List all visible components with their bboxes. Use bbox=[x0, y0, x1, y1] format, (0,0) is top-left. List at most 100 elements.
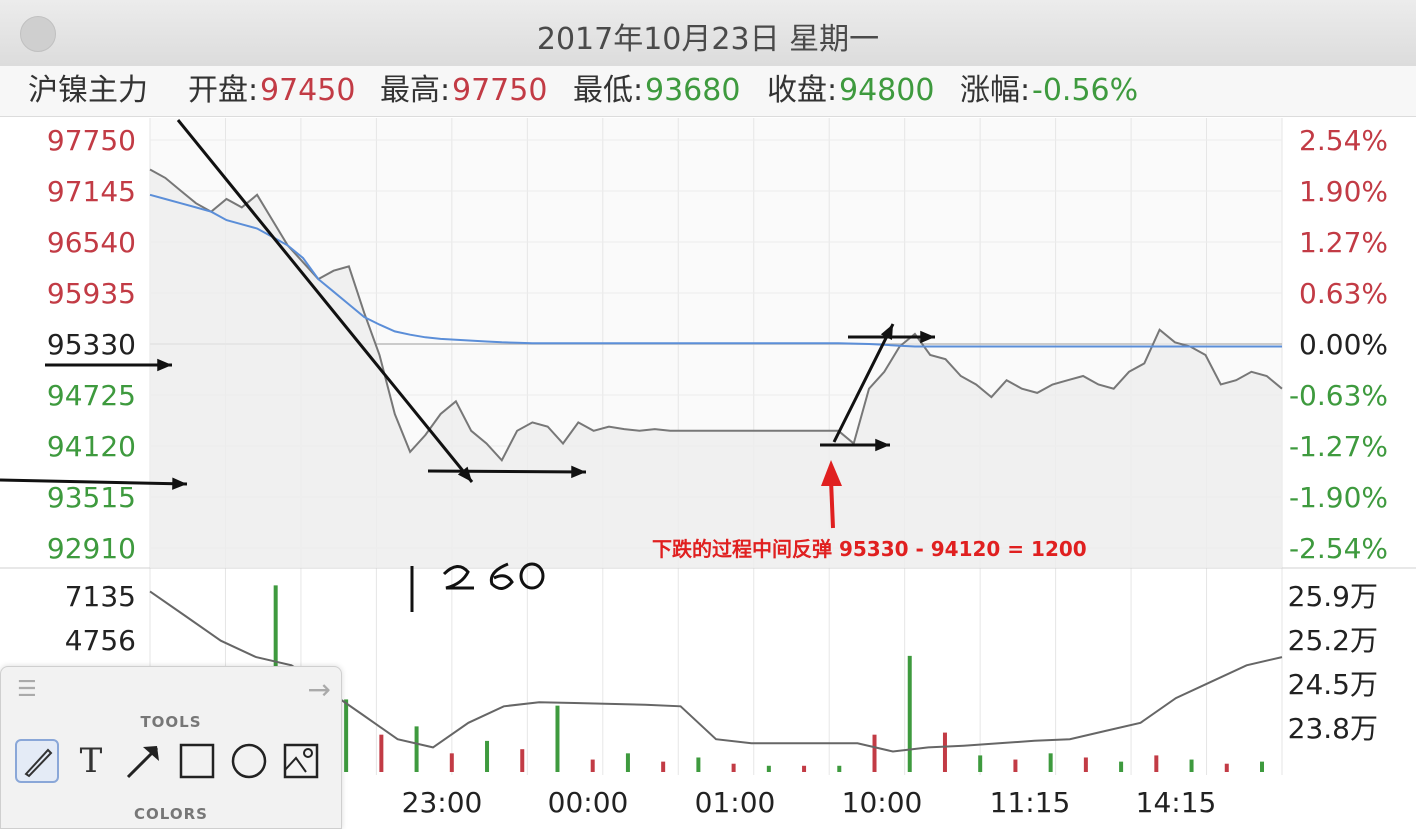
handwriting-6 bbox=[489, 562, 514, 590]
price-line bbox=[149, 168, 1283, 463]
volume-bar bbox=[661, 761, 666, 772]
price-tick-label: 92910 bbox=[47, 532, 136, 565]
percent-tick-label: 1.27% bbox=[1299, 226, 1388, 259]
volume-bar bbox=[379, 734, 384, 772]
volume-bar bbox=[1048, 753, 1053, 772]
percent-tick-label: -2.54% bbox=[1289, 532, 1388, 565]
volume-bar bbox=[1013, 759, 1018, 772]
percent-tick-label: -0.63% bbox=[1289, 379, 1388, 412]
rebound-start-arrow-head bbox=[875, 438, 890, 452]
percent-tick-label: 1.90% bbox=[1299, 175, 1388, 208]
red-arrow bbox=[829, 479, 835, 529]
percent-tick-label: 0.63% bbox=[1299, 277, 1388, 310]
ellipse-tool-button[interactable] bbox=[227, 739, 271, 783]
open-interest-tick-label: 25.2万 bbox=[1288, 624, 1378, 657]
time-tick-label: 23:00 bbox=[402, 786, 483, 819]
price-tick-label: 93515 bbox=[47, 481, 136, 514]
collapse-arrow-icon[interactable]: → bbox=[307, 673, 331, 706]
text-tool-button[interactable]: T bbox=[69, 739, 113, 783]
close-value: 94800 bbox=[839, 73, 935, 108]
highlight-tool-button[interactable] bbox=[279, 739, 323, 783]
image-icon bbox=[283, 743, 319, 779]
low-label: 最低: bbox=[573, 73, 644, 108]
contract-name: 沪镍主力 bbox=[28, 73, 148, 108]
open-interest-tick-label: 23.8万 bbox=[1288, 712, 1378, 745]
volume-bar bbox=[555, 705, 560, 772]
volume-bar bbox=[1224, 763, 1229, 772]
volume-bar bbox=[731, 763, 736, 772]
volume-bar bbox=[1260, 761, 1264, 772]
low-value: 93680 bbox=[645, 73, 741, 108]
time-tick-label: 14:15 bbox=[1136, 786, 1217, 819]
tools-palette: ☰ → TOOLS T COLORS bbox=[0, 666, 342, 829]
volume-bar bbox=[837, 765, 842, 772]
window-close-button[interactable] bbox=[20, 16, 56, 52]
rebound-top-arrow-head bbox=[920, 330, 935, 344]
time-tick-label: 00:00 bbox=[548, 786, 629, 819]
open-label: 开盘: bbox=[188, 73, 259, 108]
time-tick-label: 11:15 bbox=[990, 786, 1071, 819]
volume-bar bbox=[625, 753, 630, 772]
annotations: 下跌的过程中间反弹 95330 - 94120 = 1200 bbox=[0, 119, 1087, 612]
volume-bar bbox=[1189, 759, 1194, 772]
volume-bar bbox=[696, 757, 701, 772]
change-label: 涨幅: bbox=[960, 73, 1031, 108]
time-tick-label: 10:00 bbox=[842, 786, 923, 819]
volume-bar bbox=[1083, 757, 1088, 772]
level-arrow-95330-head bbox=[157, 358, 172, 372]
price-tick-label: 94120 bbox=[47, 430, 136, 463]
pen-icon bbox=[24, 748, 53, 778]
level-arrow-93515 bbox=[0, 478, 188, 486]
percent-tick-label: -1.90% bbox=[1289, 481, 1388, 514]
low-level-arrow bbox=[427, 469, 587, 474]
red-arrow-head bbox=[821, 460, 842, 486]
text-icon: T bbox=[79, 741, 103, 781]
volume-bar bbox=[942, 732, 947, 772]
percent-tick-label: 2.54% bbox=[1299, 124, 1388, 157]
arrow-tool-button[interactable] bbox=[121, 739, 165, 783]
volume-bar bbox=[872, 734, 877, 772]
pen-tool-button[interactable] bbox=[15, 739, 59, 783]
close-label: 收盘: bbox=[767, 73, 838, 108]
price-area-fill bbox=[150, 169, 1282, 568]
handwriting-0 bbox=[519, 562, 545, 590]
change-value: -0.56% bbox=[1032, 73, 1139, 108]
volume-tick-label: 4756 bbox=[65, 624, 136, 657]
open-interest-tick-label: 24.5万 bbox=[1288, 668, 1378, 701]
drag-handle-icon[interactable]: ☰ bbox=[17, 677, 37, 702]
price-tick-label: 97145 bbox=[47, 175, 136, 208]
time-tick-label: 01:00 bbox=[695, 786, 776, 819]
level-arrow-93515-head bbox=[172, 477, 187, 490]
percent-tick-label: -1.27% bbox=[1289, 430, 1388, 463]
rebound-arrow bbox=[832, 323, 895, 443]
open-value: 97450 bbox=[260, 73, 356, 108]
tools-label: TOOLS bbox=[140, 713, 202, 731]
volume-bar bbox=[520, 749, 525, 772]
volume-bar bbox=[1154, 755, 1159, 772]
volume-bar bbox=[978, 755, 983, 772]
price-tick-label: 96540 bbox=[47, 226, 136, 259]
rectangle-tool-button[interactable] bbox=[175, 739, 219, 783]
volume-tick-label: 7135 bbox=[65, 580, 136, 613]
percent-tick-label: 0.00% bbox=[1299, 328, 1388, 361]
volume-bar bbox=[802, 765, 807, 772]
open-interest-tick-label: 25.9万 bbox=[1288, 580, 1378, 613]
colors-label: COLORS bbox=[134, 805, 208, 823]
high-label: 最高: bbox=[380, 73, 451, 108]
price-area bbox=[150, 169, 1282, 568]
volume-bar bbox=[485, 740, 490, 772]
title-bar: 2017年10月23日 星期一 bbox=[0, 0, 1416, 67]
price-tick-label: 94725 bbox=[47, 379, 136, 412]
trend-down-arrow bbox=[176, 119, 474, 483]
arrow-icon bbox=[126, 746, 159, 779]
quote-info-bar: 沪镍主力 开盘: 97450 最高: 97750 最低: 93680 收盘: 9… bbox=[0, 66, 1416, 117]
circle-icon bbox=[231, 743, 267, 779]
price-tick-label: 95935 bbox=[47, 277, 136, 310]
rectangle-icon bbox=[179, 743, 215, 779]
window-title: 2017年10月23日 星期一 bbox=[536, 22, 880, 57]
annotation-note: 下跌的过程中间反弹 95330 - 94120 = 1200 bbox=[652, 537, 1087, 561]
volume-bar bbox=[766, 765, 771, 772]
volume-bar bbox=[449, 753, 454, 772]
price-tick-label: 95330 bbox=[47, 328, 136, 361]
